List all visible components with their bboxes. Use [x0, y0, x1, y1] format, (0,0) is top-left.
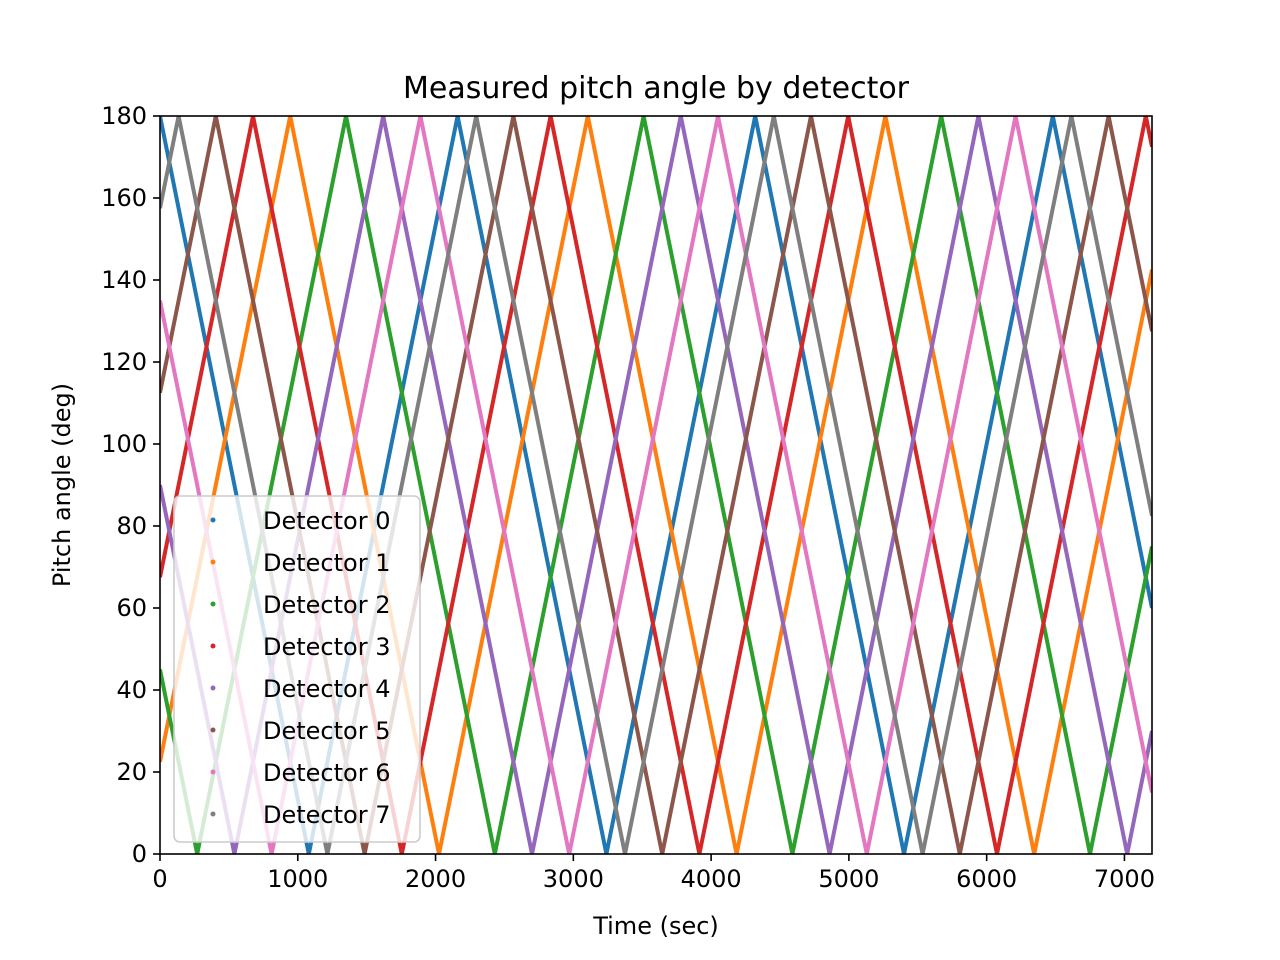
x-tick-label: 2000 — [405, 865, 466, 893]
y-tick-label: 40 — [116, 676, 147, 704]
y-tick-label: 140 — [101, 266, 147, 294]
x-tick-label: 4000 — [681, 865, 742, 893]
legend-label-detector-1: Detector 1 — [263, 549, 390, 577]
legend-label-detector-4: Detector 4 — [263, 675, 390, 703]
legend-marker-detector-6 — [210, 769, 216, 775]
x-tick-label: 3000 — [543, 865, 604, 893]
legend-box — [173, 495, 421, 843]
y-tick-label: 60 — [116, 594, 147, 622]
x-axis: 0 1000 2000 3000 4000 5000 6000 7000 — [152, 854, 1155, 893]
x-tick-label: 1000 — [267, 865, 328, 893]
y-tick-label: 180 — [101, 102, 147, 130]
legend-label-detector-2: Detector 2 — [263, 591, 390, 619]
legend-label-detector-6: Detector 6 — [263, 759, 390, 787]
series-line-detector-7 — [160, 116, 1152, 854]
x-tick-label: 6000 — [956, 865, 1017, 893]
y-tick-label: 100 — [101, 430, 147, 458]
legend-marker-detector-3 — [210, 643, 216, 649]
legend: Detector 0 Detector 1 Detector 2 Detector 3… — [173, 495, 421, 843]
y-tick-label: 20 — [116, 758, 147, 786]
series-line-detector-3 — [160, 116, 1152, 854]
legend-marker-detector-2 — [210, 601, 216, 607]
y-tick-label: 160 — [101, 184, 147, 212]
series-line-detector-5 — [160, 116, 1152, 854]
y-tick-label: 0 — [132, 840, 147, 868]
legend-label-detector-5: Detector 5 — [263, 717, 390, 745]
legend-label-detector-3: Detector 3 — [263, 633, 390, 661]
legend-label-detector-7: Detector 7 — [263, 801, 390, 829]
x-tick-label: 5000 — [818, 865, 879, 893]
x-tick-label: 7000 — [1094, 865, 1155, 893]
chart-title: Measured pitch angle by detector — [403, 71, 910, 106]
x-axis-label: Time (sec) — [592, 912, 719, 940]
series-line-detector-1 — [160, 116, 1152, 854]
y-axis-label: Pitch angle (deg) — [48, 383, 76, 587]
plot-frame — [159, 115, 1153, 855]
legend-marker-detector-7 — [210, 811, 216, 817]
x-tick-label: 0 — [152, 865, 167, 893]
legend-marker-detector-0 — [210, 517, 216, 523]
legend-marker-detector-1 — [210, 559, 216, 565]
y-axis: 0 20 40 60 80 100 120 140 160 180 — [101, 102, 160, 868]
y-tick-label: 80 — [116, 512, 147, 540]
y-tick-label: 120 — [101, 348, 147, 376]
legend-label-detector-0: Detector 0 — [263, 507, 390, 535]
legend-marker-detector-5 — [210, 727, 216, 733]
legend-marker-detector-4 — [210, 685, 216, 691]
